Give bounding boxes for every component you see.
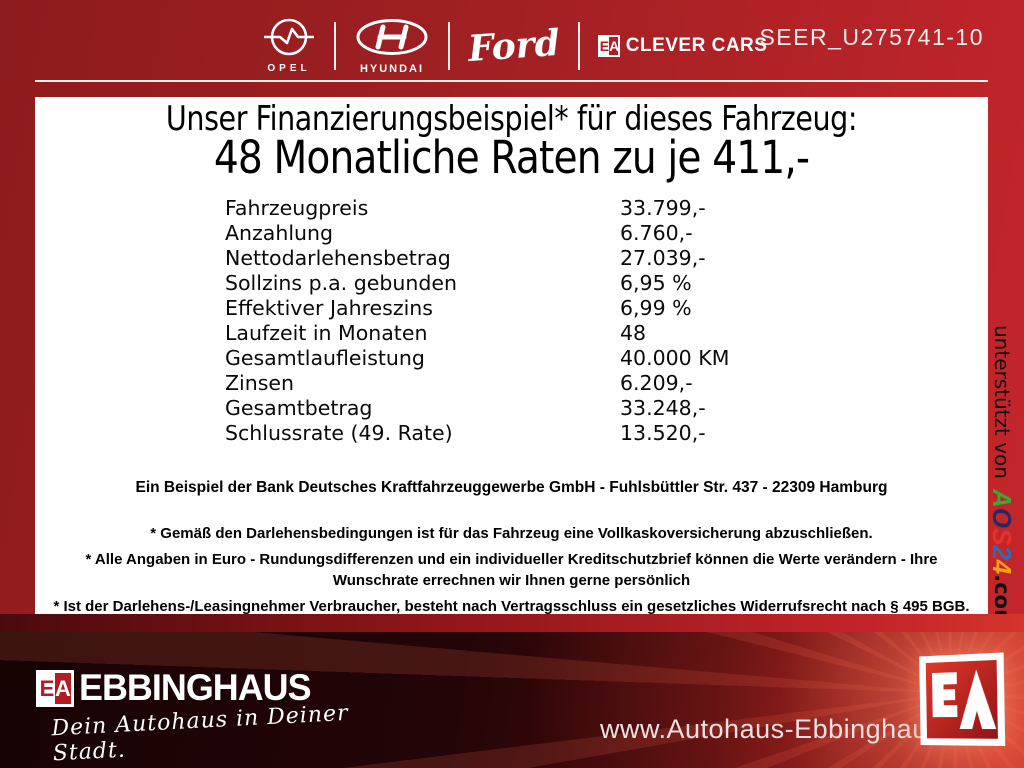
clever-cars-logo: E A CLEVER CARS <box>597 35 768 57</box>
row-label: Gesamtbetrag <box>225 396 373 420</box>
table-row: Zinsen 6.209,- <box>35 371 988 396</box>
row-label: Zinsen <box>225 371 295 395</box>
ea-glow-logo <box>919 652 1006 747</box>
supported-by-label: unterstützt von <box>990 325 1014 479</box>
header-divider-line <box>35 80 988 82</box>
row-label: Laufzeit in Monaten <box>225 321 428 345</box>
row-label: Schlussrate (49. Rate) <box>225 421 453 445</box>
row-value: 40.000 KM <box>620 346 730 370</box>
brand-divider <box>448 22 450 70</box>
financing-title: Unser Finanzierungsbeispiel* für dieses … <box>165 99 858 139</box>
ebbinghaus-logo: E A EBBINGHAUS <box>36 667 318 709</box>
row-label: Anzahlung <box>225 221 334 245</box>
bank-example-line: Ein Beispiel der Bank Deutsches Kraftfah… <box>135 479 888 496</box>
opel-logo: OPEL <box>262 18 316 74</box>
row-value: 13.520,- <box>620 421 706 445</box>
brand-logo-row: OPEL HYUNDAI Ford E A CLEVER CARS <box>262 18 768 75</box>
header-bar: OPEL HYUNDAI Ford E A CLEVER CARS SE <box>0 0 1024 97</box>
supported-by-credit: unterstützt von A O S 2 4 .com <box>983 325 1021 631</box>
ford-logo: Ford <box>466 21 562 71</box>
table-row: Effektiver Jahreszins 6,99 % <box>35 296 988 321</box>
footnote: * Ist der Darlehens-/Leasingnehmer Verbr… <box>53 598 970 615</box>
aos24-logo-letter: 4 <box>987 559 1018 575</box>
row-label: Nettodarlehensbetrag <box>225 246 451 270</box>
table-row: Sollzins p.a. gebunden 6,95 % <box>35 271 988 296</box>
aos24-logo-letter: O <box>987 507 1018 528</box>
row-value: 6.760,- <box>620 221 693 245</box>
table-row: Schlussrate (49. Rate) 13.520,- <box>35 421 988 446</box>
table-row: Laufzeit in Monaten 48 <box>35 321 988 346</box>
ford-script-wordmark: Ford <box>466 21 562 71</box>
ea-badge-icon: E A <box>36 669 74 707</box>
row-label: Fahrzeugpreis <box>225 196 369 220</box>
clever-cars-wordmark: CLEVER CARS <box>625 35 768 56</box>
row-value: 6,99 % <box>620 296 692 320</box>
ea-badge-icon: E A <box>597 35 620 57</box>
vehicle-ref-code: SEER_U275741-10 <box>759 24 984 50</box>
aos24-logo-letter: S <box>987 527 1018 546</box>
hyundai-logo: HYUNDAI <box>354 18 430 75</box>
brand-divider <box>577 22 580 70</box>
ea-badge-a: A <box>55 672 71 704</box>
ea-badge-e: E <box>39 672 55 704</box>
table-row: Nettodarlehensbetrag 27.039,- <box>35 246 988 271</box>
table-row: Gesamtlaufleistung 40.000 KM <box>35 346 988 371</box>
footnotes-block: * Gemäß den Darlehensbedingungen ist für… <box>43 518 980 617</box>
row-value: 27.039,- <box>620 246 706 270</box>
dealer-slogan: Dein Autohaus in Deiner Stadt. <box>50 700 350 767</box>
row-label: Gesamtlaufleistung <box>225 346 425 370</box>
row-value: 6,95 % <box>620 271 692 295</box>
table-row: Gesamtbetrag 33.248,- <box>35 396 988 421</box>
hyundai-h-icon <box>354 18 430 60</box>
footnote: * Gemäß den Darlehensbedingungen ist für… <box>150 525 873 542</box>
aos24-logo-letter: A <box>987 488 1018 508</box>
table-row: Anzahlung 6.760,- <box>35 221 988 246</box>
dealer-name: EBBINGHAUS <box>79 667 312 708</box>
row-value: 6.209,- <box>620 371 693 395</box>
row-value: 33.799,- <box>620 196 706 220</box>
hyundai-wordmark: HYUNDAI <box>359 62 425 75</box>
financing-rate-headline: 48 Monatliche Raten zu je 411,- <box>213 131 810 184</box>
footer-divider-strip <box>0 614 1024 632</box>
opel-wordmark: OPEL <box>267 63 311 74</box>
ea-badge-a: A <box>609 37 620 55</box>
financing-panel: Unser Finanzierungsbeispiel* für dieses … <box>35 97 1018 631</box>
row-value: 33.248,- <box>620 396 706 420</box>
dealer-website-url: www.Autohaus-Ebbinghaus.de <box>600 714 981 744</box>
table-row: Fahrzeugpreis 33.799,- <box>35 196 988 221</box>
brand-divider <box>334 22 336 70</box>
row-value: 48 <box>620 321 647 345</box>
aos24-logo-letter: 2 <box>987 545 1018 560</box>
row-label: Effektiver Jahreszins <box>225 296 433 320</box>
footnote: * Alle Angaben in Euro - Rundungsdiffere… <box>85 551 938 589</box>
ea-badge-e: E <box>599 37 610 55</box>
footer-bar: E A EBBINGHAUS Dein Autohaus in Deiner S… <box>0 632 1024 768</box>
opel-blitz-icon <box>262 18 316 60</box>
row-label: Sollzins p.a. gebunden <box>225 271 457 295</box>
